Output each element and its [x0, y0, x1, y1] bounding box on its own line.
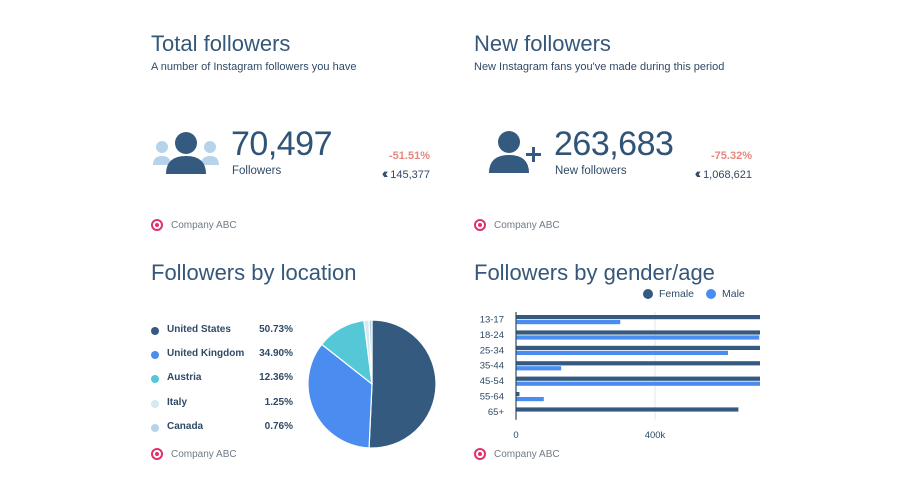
new-followers-delta: -75.32%	[711, 150, 752, 162]
x-tick-label: 0	[513, 430, 518, 441]
location-footer: Company ABC	[151, 448, 237, 460]
x-tick-label: 400k	[645, 430, 666, 441]
total-followers-previous-value: 145,377	[390, 169, 430, 181]
gender-age-bar-chart: 13-1718-2425-3435-4445-5455-6465+0400k80…	[480, 312, 760, 441]
legend-female: Female	[643, 288, 694, 300]
location-pie-chart	[307, 319, 437, 449]
pie-slice-canada	[368, 319, 373, 385]
total-followers-title: Total followers	[151, 31, 291, 56]
bar-female-35-44	[516, 361, 760, 366]
location-row-united-states: United States 50.73%	[151, 324, 293, 338]
bar-male-13-17	[516, 320, 621, 325]
total-followers-footer: Company ABC	[151, 219, 237, 231]
bar-female-13-17	[516, 315, 760, 320]
location-name: Austria	[167, 372, 202, 384]
instagram-icon	[474, 448, 486, 460]
new-followers-subtitle: New Instagram fans you've made during th…	[474, 61, 725, 73]
location-percent: 1.25%	[264, 396, 293, 408]
bar-female-65+	[516, 407, 739, 412]
y-tick-label: 13-17	[480, 315, 504, 326]
location-title: Followers by location	[151, 260, 357, 285]
total-followers-previous: ‹‹ 145,377	[382, 165, 430, 181]
location-swatch	[151, 423, 159, 432]
location-footer-label: Company ABC	[171, 448, 237, 460]
y-tick-label: 18-24	[480, 330, 504, 341]
bar-female-25-34	[516, 345, 760, 350]
instagram-icon	[151, 448, 163, 460]
total-followers-label: Followers	[232, 165, 282, 177]
pie-slice-united-kingdom	[307, 343, 373, 449]
location-swatch	[151, 399, 159, 408]
new-followers-value: 263,683	[554, 125, 674, 163]
location-row-italy: Italy 1.25%	[151, 397, 293, 411]
total-followers-footer-label: Company ABC	[171, 219, 237, 231]
bar-female-45-54	[516, 376, 760, 381]
location-percent: 50.73%	[259, 324, 293, 335]
double-chevron-left-icon: ‹‹	[381, 165, 389, 181]
location-name: Italy	[167, 396, 188, 408]
location-row-united-kingdom: United Kingdom 34.90%	[151, 348, 293, 362]
new-followers-footer: Company ABC	[474, 219, 560, 231]
location-row-canada: Canada 0.76%	[151, 421, 293, 435]
instagram-icon	[151, 219, 163, 231]
legend-male-label: Male	[722, 288, 745, 300]
location-swatch	[151, 351, 159, 360]
bar-male-55-64	[516, 397, 544, 402]
total-followers-subtitle: A number of Instagram followers you have	[151, 61, 357, 73]
gender-age-title: Followers by gender/age	[474, 260, 715, 285]
location-percent: 34.90%	[259, 348, 293, 360]
location-name: United Kingdom	[167, 348, 245, 360]
bar-male-35-44	[516, 366, 562, 371]
new-followers-previous: ‹‹ 1,068,621	[695, 165, 752, 181]
instagram-icon	[474, 219, 486, 231]
bar-female-55-64	[516, 392, 520, 397]
y-tick-label: 25-34	[480, 345, 504, 356]
total-followers-value: 70,497	[231, 125, 333, 163]
bar-male-45-54	[516, 381, 760, 386]
total-followers-delta: -51.51%	[389, 150, 430, 162]
gender-age-footer: Company ABC	[474, 448, 560, 460]
double-chevron-left-icon: ‹‹	[694, 165, 702, 181]
location-swatch	[151, 375, 159, 384]
location-percent: 12.36%	[259, 372, 293, 384]
bar-female-18-24	[516, 330, 760, 335]
location-row-austria: Austria 12.36%	[151, 372, 293, 386]
new-followers-label: New followers	[555, 165, 627, 177]
location-swatch	[151, 327, 159, 335]
legend-male: Male	[706, 288, 745, 300]
new-followers-title: New followers	[474, 31, 611, 56]
y-tick-label: 55-64	[480, 392, 504, 403]
new-followers-previous-value: 1,068,621	[703, 169, 752, 181]
location-name: United States	[167, 324, 231, 335]
location-name: Canada	[167, 420, 204, 432]
legend-male-swatch	[706, 289, 716, 299]
users-group-icon	[153, 132, 219, 174]
location-percent: 0.76%	[264, 420, 293, 432]
bar-male-18-24	[516, 335, 760, 340]
y-tick-label: 35-44	[480, 361, 504, 372]
gender-age-footer-label: Company ABC	[494, 448, 560, 460]
user-add-icon	[489, 131, 541, 173]
legend-female-label: Female	[659, 288, 695, 300]
y-tick-label: 65+	[488, 407, 505, 418]
bar-male-25-34	[516, 350, 728, 355]
new-followers-footer-label: Company ABC	[494, 219, 560, 231]
pie-slice-united-states	[368, 319, 437, 449]
legend-female-swatch	[643, 289, 653, 299]
y-tick-label: 45-54	[480, 376, 504, 387]
